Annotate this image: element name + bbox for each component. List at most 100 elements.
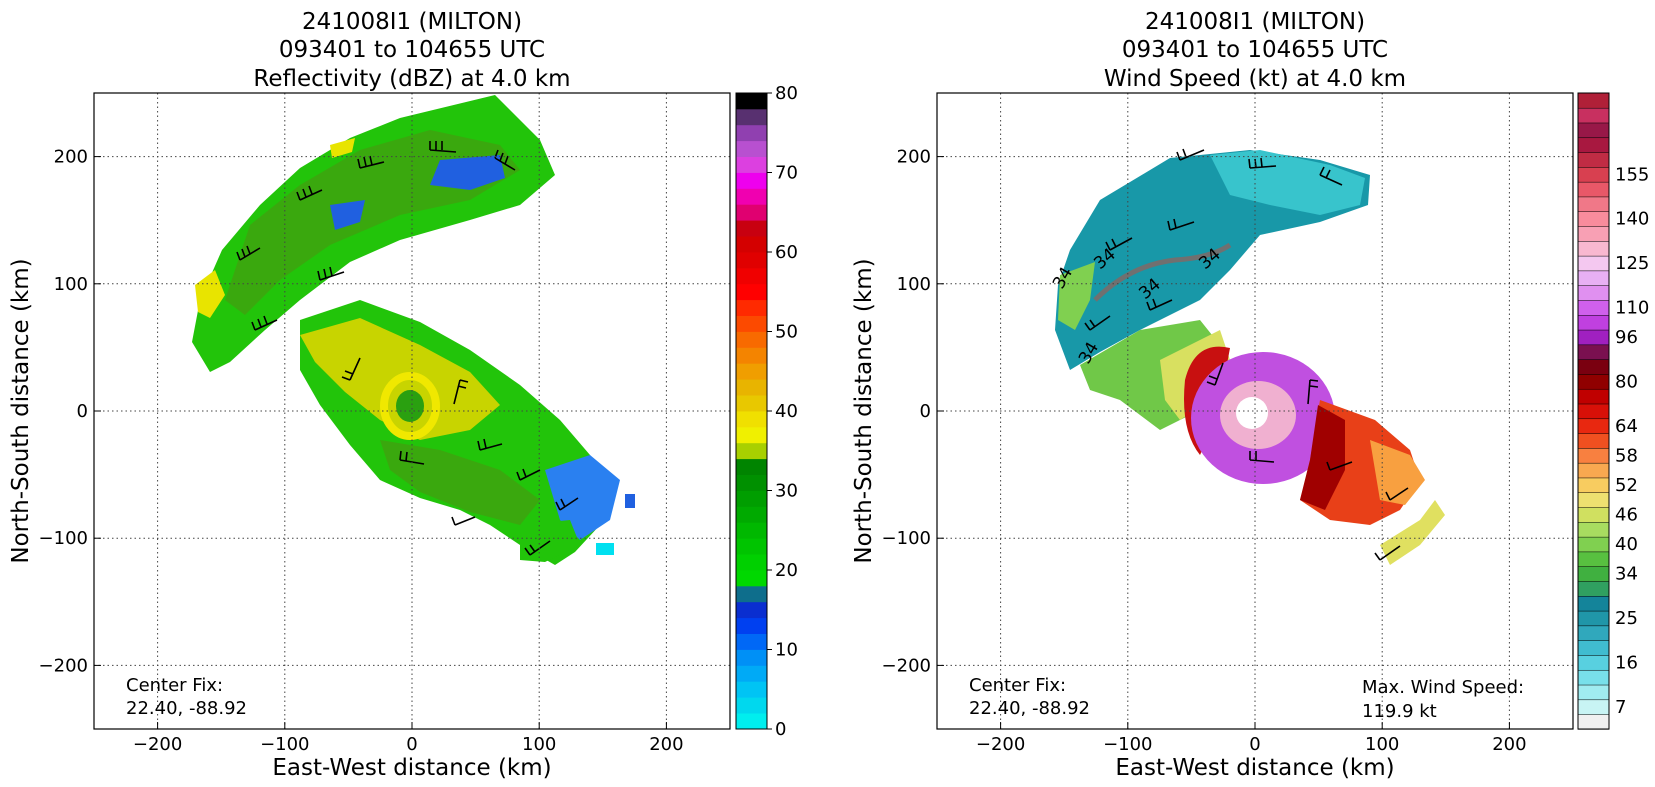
wind-colorbar-swatch — [1577, 462, 1610, 479]
wind-y-tick-label: −200 — [882, 655, 931, 676]
wind-colorbar-swatch — [1577, 566, 1610, 582]
reflectivity-colorbar-swatch — [736, 156, 767, 173]
reflectivity-colorbar-swatch — [736, 601, 767, 619]
wind-colorbar-swatch — [1577, 255, 1610, 272]
reflectivity-colorbar-tick-label: 80 — [775, 83, 798, 104]
reflectivity-colorbar-swatch — [736, 458, 767, 475]
wind-wind-barbs — [1084, 148, 1409, 561]
wind-colorbar-swatch — [1577, 580, 1610, 597]
reflectivity-colorbar-swatch — [736, 570, 767, 587]
reflectivity-cyan-speck — [596, 543, 614, 555]
wind-colorbar-swatch — [1577, 314, 1610, 331]
wind-east-orange — [1370, 440, 1425, 505]
reflectivity-colorbar-swatch — [736, 681, 767, 698]
wind-colorbar-swatch — [1577, 388, 1610, 405]
reflectivity-x-tick-label: −200 — [133, 734, 182, 755]
reflectivity-nw-blue-2 — [330, 200, 365, 230]
reflectivity-nw-yellow-1 — [195, 270, 225, 318]
wind-center-fix-label: Center Fix: — [969, 675, 1066, 696]
reflectivity-colorbar-swatch — [736, 267, 767, 285]
wind-colorbar-tick-label: 52 — [1615, 475, 1638, 496]
reflectivity-colorbar-swatch — [736, 649, 767, 666]
reflectivity-center-fix-label: Center Fix: — [126, 675, 223, 696]
wind-gray-contour — [1093, 242, 1232, 302]
wind-colorbar-tick-label: 125 — [1615, 253, 1649, 274]
reflectivity-colorbar-tick-label: 10 — [775, 640, 798, 661]
wind-title-line-2: 093401 to 104655 UTC — [1122, 37, 1388, 63]
wind-east-dark — [1300, 405, 1345, 510]
reflectivity-colorbar-swatch — [736, 713, 767, 730]
wind-colorbar-tick-label: 110 — [1615, 297, 1649, 318]
reflectivity-title-line-2: 093401 to 104655 UTC — [279, 37, 545, 63]
reflectivity-core-green-dark — [380, 440, 540, 525]
reflectivity-colorbar-swatch — [736, 252, 767, 269]
wind-colorbar-swatch — [1577, 447, 1610, 464]
reflectivity-colorbar-swatch — [736, 108, 767, 126]
reflectivity-colorbar-swatch — [736, 124, 767, 142]
wind-colorbar-swatch — [1577, 403, 1610, 420]
wind-colorbar-swatch — [1577, 225, 1610, 242]
reflectivity-y-tick-label: −100 — [39, 528, 88, 549]
reflectivity-colorbar-swatch — [736, 315, 767, 332]
wind-x-axis-label: East-West distance (km) — [1115, 755, 1394, 781]
reflectivity-colorbar-swatch — [736, 538, 767, 555]
wind-colorbar-swatch — [1577, 506, 1610, 523]
wind-colorbar-swatch — [1577, 699, 1610, 715]
reflectivity-x-tick-label: 200 — [649, 734, 683, 755]
wind-colorbar-tick-label: 7 — [1615, 697, 1626, 718]
reflectivity-colorbar-swatch — [736, 220, 767, 237]
reflectivity-colorbar-swatch — [736, 93, 767, 110]
wind-colorbar-swatch — [1577, 713, 1610, 730]
reflectivity-title-line-1: 241008I1 (MILTON) — [302, 9, 522, 35]
reflectivity-x-tick-label: 0 — [406, 734, 417, 755]
reflectivity-blue-speck — [625, 494, 635, 508]
wind-max-speed-label: Max. Wind Speed: — [1362, 677, 1524, 698]
reflectivity-nw-blue-1 — [430, 155, 505, 190]
reflectivity-colorbar-swatch — [736, 283, 767, 301]
wind-max-speed-value: 119.9 kt — [1362, 701, 1437, 722]
reflectivity-colorbar-swatch — [736, 363, 767, 380]
wind-y-axis-label: North-South distance (km) — [851, 258, 877, 563]
wind-title-line-1: 241008I1 (MILTON) — [1145, 9, 1365, 35]
wind-colorbar-swatch — [1577, 669, 1610, 686]
wind-colorbar-swatch — [1577, 432, 1610, 449]
reflectivity-y-tick-label: 200 — [54, 147, 88, 168]
reflectivity-colorbar-swatch — [736, 172, 767, 189]
wind-colorbar-tick-label: 96 — [1615, 327, 1638, 348]
reflectivity-colorbar-swatch — [736, 204, 767, 221]
reflectivity-y-tick-label: −200 — [39, 655, 88, 676]
wind-colorbar-swatch — [1577, 536, 1610, 553]
wind-colorbar-swatch — [1577, 151, 1610, 168]
wind-speed-panel: 241008I1 (MILTON) 093401 to 104655 UTC W… — [851, 9, 1649, 781]
wind-colorbar-swatch — [1577, 211, 1610, 227]
reflectivity-colorbar-tick-label: 30 — [775, 481, 798, 502]
wind-colorbar-swatch — [1577, 610, 1610, 627]
wind-colorbar-swatch — [1577, 196, 1610, 212]
wind-colorbar-swatch — [1577, 418, 1610, 434]
wind-x-tick-label: −100 — [1103, 734, 1152, 755]
wind-colorbar-swatch — [1577, 122, 1610, 139]
wind-colorbar-swatch — [1577, 477, 1610, 493]
reflectivity-colorbar-swatch — [736, 633, 767, 650]
wind-colorbar-swatch — [1577, 166, 1610, 183]
reflectivity-center-fix-value: 22.40, -88.92 — [126, 698, 247, 719]
reflectivity-colorbar-tick-label: 0 — [775, 719, 786, 740]
wind-x-tick-label: 0 — [1249, 734, 1260, 755]
reflectivity-colorbar-swatch — [736, 585, 767, 603]
reflectivity-colorbar-swatch — [736, 697, 767, 714]
wind-colorbar-tick-label: 16 — [1615, 652, 1638, 673]
wind-colorbar-swatch — [1577, 270, 1610, 286]
wind-nw-green — [1058, 262, 1095, 330]
reflectivity-colorbar-swatch — [736, 490, 767, 507]
wind-eye — [1236, 397, 1268, 429]
wind-nw-band-north — [1210, 150, 1365, 215]
reflectivity-se-blue — [545, 455, 620, 540]
wind-x-tick-label: 100 — [1365, 734, 1399, 755]
reflectivity-colorbar-tick-label: 60 — [775, 242, 798, 263]
wind-colorbar-swatch — [1577, 625, 1610, 641]
reflectivity-colorbar-swatch — [736, 395, 767, 412]
wind-colorbar-tick-label: 155 — [1615, 164, 1649, 185]
wind-colorbar-swatch — [1577, 92, 1610, 109]
wind-y-tick-label: −100 — [882, 528, 931, 549]
